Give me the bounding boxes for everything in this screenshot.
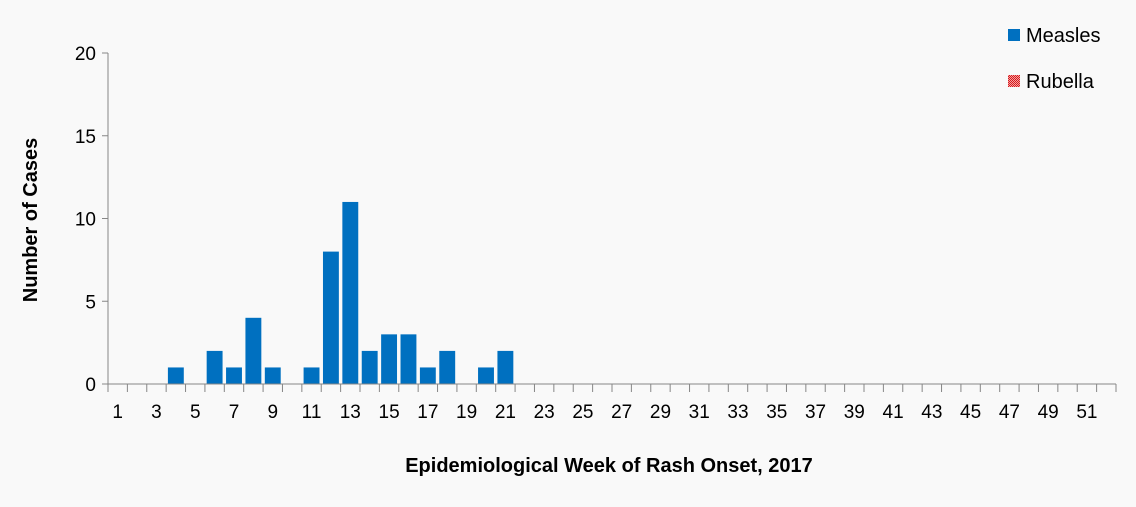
bar-measles-week-17	[419, 367, 436, 384]
x-tick-label: 11	[302, 402, 322, 423]
x-tick-label: 43	[921, 402, 942, 423]
legend: Measles Rubella	[1008, 25, 1100, 93]
x-tick-label: 15	[379, 402, 400, 423]
x-tick-label: 45	[960, 402, 981, 423]
x-tick-label: 37	[805, 402, 826, 423]
bars	[167, 201, 514, 384]
x-axis-title: Epidemiological Week of Rash Onset, 2017	[405, 455, 813, 477]
x-tick-label: 41	[883, 402, 904, 423]
y-tick-label: 0	[85, 375, 96, 396]
x-tick-label: 13	[340, 402, 361, 423]
y-axis-title: Number of Cases	[20, 138, 42, 303]
legend-label-measles: Measles	[1026, 25, 1100, 47]
x-tick-label: 9	[267, 402, 278, 423]
legend-swatch-rubella	[1008, 75, 1020, 87]
legend-swatch-measles	[1008, 29, 1020, 41]
x-tick-label: 29	[650, 402, 671, 423]
legend-label-rubella: Rubella	[1026, 71, 1095, 93]
bar-measles-week-7	[226, 367, 242, 384]
x-tick-label: 39	[844, 402, 865, 423]
bar-measles-week-12	[322, 251, 339, 384]
x-tick-label: 19	[456, 402, 477, 423]
bar-measles-week-20	[478, 367, 494, 384]
x-tick-label: 33	[727, 402, 748, 423]
x-tick-label: 51	[1076, 402, 1097, 423]
x-tick-label: 3	[151, 402, 162, 423]
bar-measles-week-21	[497, 350, 514, 384]
x-tick-label: 35	[766, 402, 787, 423]
x-tick-label: 7	[229, 402, 240, 423]
bar-measles-week-14	[361, 350, 378, 384]
bar-measles-week-15	[381, 334, 398, 384]
x-tick-label: 31	[689, 402, 710, 423]
bar-measles-week-4	[167, 367, 184, 384]
x-tick-label: 27	[611, 402, 632, 423]
x-tick-label: 49	[1038, 402, 1059, 423]
x-tick-label: 21	[495, 402, 516, 423]
bar-measles-week-16	[400, 334, 417, 384]
x-tick-label: 47	[999, 402, 1020, 423]
y-tick-label: 15	[75, 127, 96, 148]
y-tick-label: 20	[75, 44, 96, 65]
bar-measles-week-13	[342, 201, 359, 384]
bar-measles-week-6	[206, 350, 223, 384]
x-tick-label: 23	[534, 402, 555, 423]
y-tick-label: 10	[75, 210, 96, 231]
x-tick-label: 17	[417, 402, 438, 423]
bar-measles-week-11	[303, 367, 320, 384]
y-tick-label: 5	[85, 292, 96, 313]
bar-measles-week-18	[439, 350, 456, 384]
x-tick-label: 5	[190, 402, 201, 423]
x-tick-label: 1	[112, 402, 123, 423]
bar-measles-week-8	[245, 317, 262, 384]
bar-measles-week-9	[264, 367, 281, 384]
x-tick-label: 25	[572, 402, 593, 423]
